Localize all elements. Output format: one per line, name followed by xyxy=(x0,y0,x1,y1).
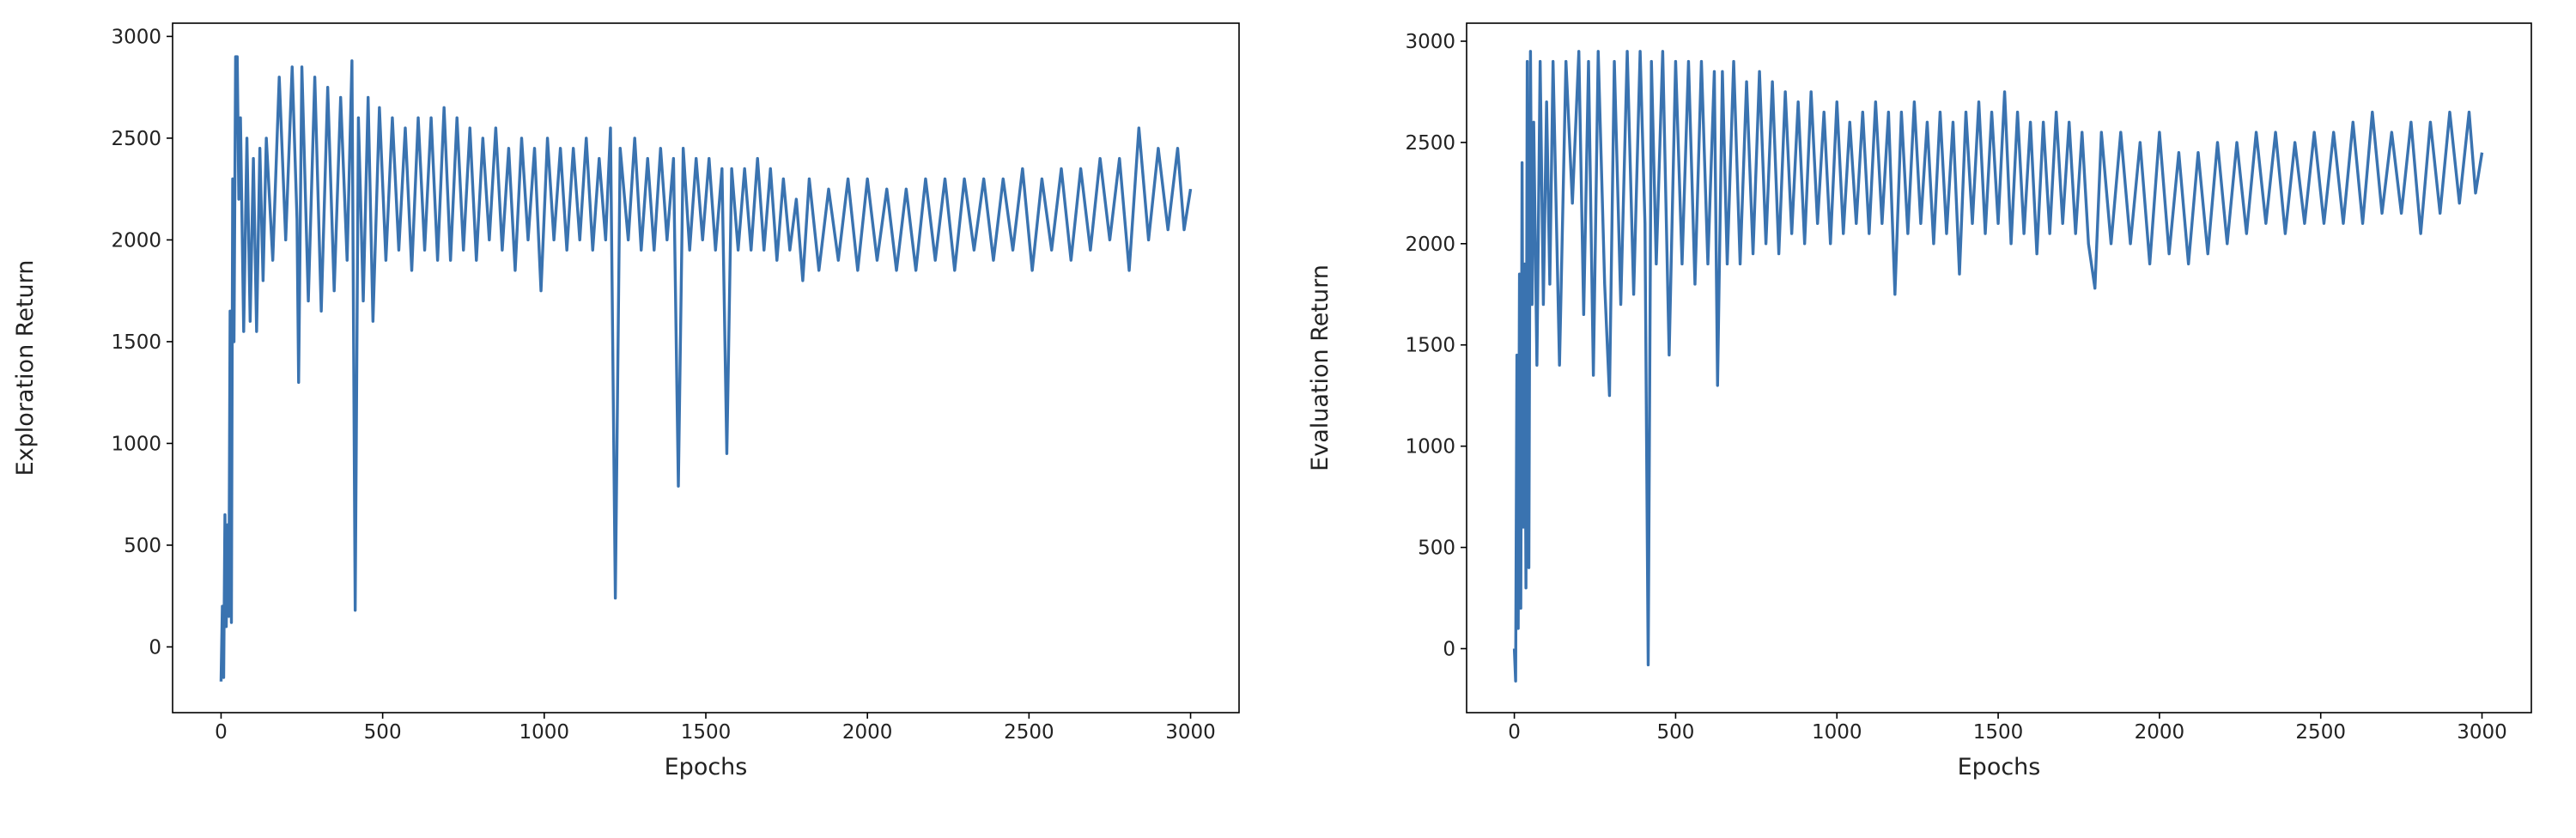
x-tick-label: 500 xyxy=(364,721,402,744)
x-tick-label: 2000 xyxy=(842,721,893,744)
x-axis-label: Epochs xyxy=(1958,754,2041,780)
y-tick-label: 3000 xyxy=(1405,31,1455,53)
x-axis-label: Epochs xyxy=(665,754,748,780)
y-tick-label: 2500 xyxy=(1405,132,1455,155)
y-tick-label: 2500 xyxy=(111,128,161,150)
x-tick-label: 0 xyxy=(215,721,228,744)
x-tick-label: 2500 xyxy=(1004,721,1054,744)
x-tick-label: 1000 xyxy=(519,721,570,744)
y-tick-label: 2000 xyxy=(1405,234,1455,256)
x-tick-label: 1500 xyxy=(681,721,732,744)
x-tick-label: 1000 xyxy=(1812,721,1862,744)
y-tick-label: 1500 xyxy=(1405,335,1455,357)
x-tick-label: 500 xyxy=(1656,721,1694,744)
plot-frame xyxy=(1466,22,2532,714)
y-axis-label: Exploration Return xyxy=(12,260,39,477)
x-tick-label: 0 xyxy=(1508,721,1521,744)
x-tick-label: 3000 xyxy=(1165,721,1216,744)
y-tick-label: 1000 xyxy=(1405,436,1455,458)
data-line xyxy=(219,55,1193,682)
y-tick-label: 500 xyxy=(124,535,161,557)
y-axis-label: Evaluation Return xyxy=(1307,264,1334,471)
data-line xyxy=(1512,50,2484,683)
y-tick-label: 0 xyxy=(149,636,161,659)
x-tick-label: 1500 xyxy=(1973,721,2024,744)
x-tick-label: 2500 xyxy=(2295,721,2346,744)
y-tick-label: 1500 xyxy=(111,331,161,354)
y-tick-label: 3000 xyxy=(111,26,161,48)
y-tick-label: 1000 xyxy=(111,433,161,455)
y-tick-label: 2000 xyxy=(111,229,161,252)
x-tick-label: 2000 xyxy=(2135,721,2185,744)
plot-frame xyxy=(172,22,1240,714)
y-tick-label: 0 xyxy=(1443,638,1455,660)
y-tick-label: 500 xyxy=(1418,537,1455,560)
x-tick-label: 3000 xyxy=(2457,721,2507,744)
